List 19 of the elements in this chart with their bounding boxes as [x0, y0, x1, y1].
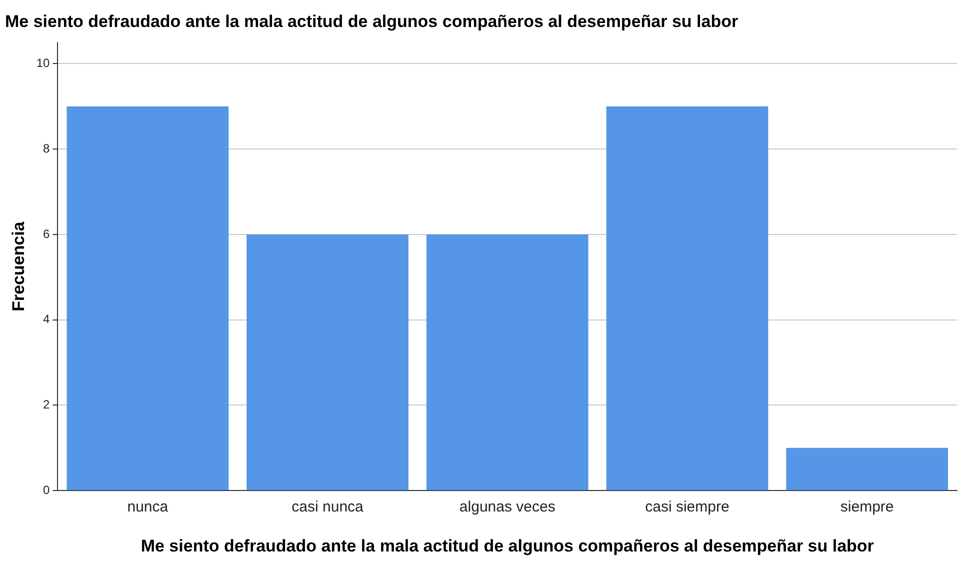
x-tick-label: algunas veces: [459, 498, 556, 516]
bar: [426, 234, 588, 490]
y-axis-title: Frecuencia: [8, 221, 28, 312]
x-tick-label: siempre: [840, 498, 894, 516]
bar: [66, 106, 229, 490]
bar: [606, 106, 768, 490]
y-tick-label: 0: [43, 482, 50, 497]
y-tick-label: 8: [43, 141, 50, 156]
chart-title: Me siento defraudado ante la mala actitud de algunos compañeros al desempeñar su labor: [5, 12, 738, 31]
x-axis-title: Me siento defraudado ante la mala actitud de algunos compañeros al desempeñar su labor: [140, 536, 874, 556]
y-tick-label: 4: [43, 312, 50, 326]
y-tick-label: 2: [43, 398, 50, 412]
x-tick-label: casi nunca: [292, 498, 364, 516]
y-tick-label: 6: [43, 226, 50, 241]
x-tick-label: nunca: [127, 498, 169, 516]
bar: [246, 234, 408, 490]
y-tick-label: 10: [36, 56, 50, 70]
x-tick-label: casi siempre: [645, 498, 730, 516]
bar: [786, 448, 948, 490]
